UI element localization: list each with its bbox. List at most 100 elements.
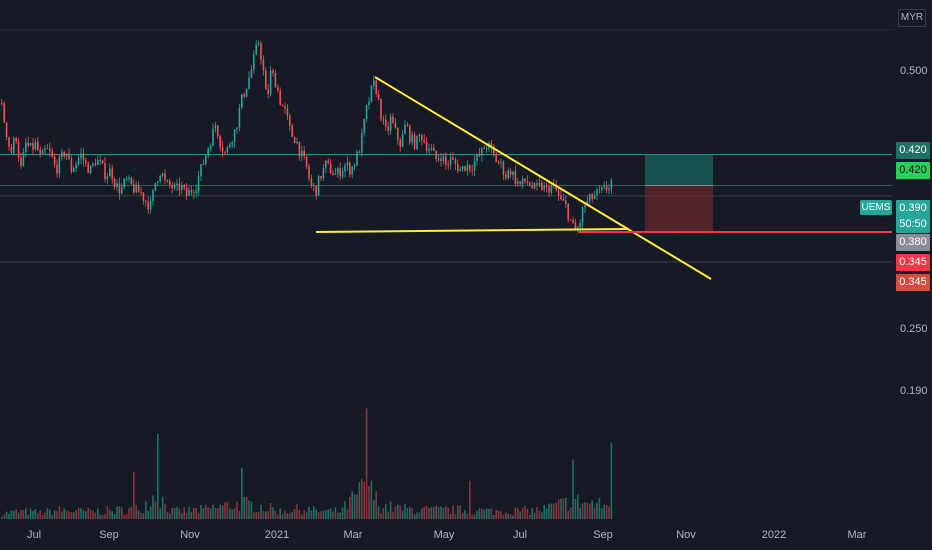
volume-bar <box>430 507 433 519</box>
candle-body <box>423 140 425 143</box>
candle-body <box>361 132 363 153</box>
volume-bar <box>166 512 169 519</box>
volume-bar <box>289 513 291 519</box>
volume-bar <box>68 511 70 519</box>
candle-body <box>473 160 476 171</box>
candle-body <box>565 200 567 204</box>
currency-label[interactable]: MYR <box>898 9 926 27</box>
candle-body <box>317 176 320 196</box>
candle-body <box>193 192 195 194</box>
volume-bar <box>490 508 493 519</box>
candle-body <box>51 150 53 157</box>
candle-body <box>236 127 238 130</box>
candle-body <box>183 184 185 188</box>
volume-bar <box>128 508 130 519</box>
volume-bar <box>577 494 579 519</box>
candle-body <box>327 160 329 163</box>
volume-bar <box>29 508 32 519</box>
candle-body <box>298 141 301 157</box>
volume-bar <box>293 508 296 519</box>
volume-bar <box>277 514 279 519</box>
volume-bar <box>94 512 97 519</box>
volume-bar <box>152 495 154 519</box>
volume-bar <box>65 510 68 519</box>
candle-body <box>500 161 502 163</box>
candle-body <box>209 145 212 149</box>
volume-bar <box>315 509 317 519</box>
volume-bar <box>478 508 481 519</box>
candle-body <box>365 105 368 120</box>
candle-body <box>233 129 236 143</box>
volume-bar <box>269 502 272 519</box>
volume-bar <box>473 514 476 519</box>
volume-bar <box>533 512 536 519</box>
risk-reward-zones[interactable] <box>645 154 713 232</box>
candle-body <box>253 54 255 70</box>
candle-body <box>68 153 70 160</box>
candle-body <box>377 94 380 99</box>
volume-bar <box>370 480 373 519</box>
candle-body <box>370 85 373 102</box>
volume-bar <box>34 509 37 519</box>
volume-bar <box>92 510 94 519</box>
candle-body <box>368 101 370 106</box>
candle-body <box>603 185 605 188</box>
volume-bar <box>382 507 385 519</box>
volume-bar <box>517 508 519 519</box>
volume-bar <box>394 506 397 519</box>
candle-body <box>176 183 178 186</box>
candle-body <box>5 122 8 138</box>
candle-body <box>483 148 485 150</box>
stop-price-tag-upper: 0.345 <box>896 254 930 271</box>
volume-bar <box>291 512 293 519</box>
volume-bar <box>485 508 488 519</box>
volume-bar <box>341 507 344 519</box>
volume-bar <box>233 508 236 519</box>
candle-body <box>279 90 281 105</box>
volume-bar <box>416 512 418 519</box>
volume-bar <box>445 506 447 519</box>
candle-body <box>27 142 29 146</box>
candle-body <box>610 179 613 189</box>
volume-bar <box>3 514 5 519</box>
candle-body <box>548 186 550 193</box>
candle-body <box>394 122 397 128</box>
candle-body <box>440 158 442 162</box>
volume-bar <box>284 510 286 519</box>
volume-bar <box>145 501 147 519</box>
candle-body <box>545 186 548 188</box>
candle-body <box>205 155 207 164</box>
volume-bar <box>205 504 207 519</box>
candle-body <box>149 201 152 210</box>
volume-bar <box>505 512 507 519</box>
volume-bar <box>135 504 137 519</box>
volume-bar <box>195 508 197 519</box>
candle-body <box>507 170 509 179</box>
candle-body <box>260 43 262 60</box>
candle-body <box>382 119 385 121</box>
drawings[interactable] <box>315 76 892 280</box>
volume-bar <box>387 511 389 519</box>
candle-body <box>601 187 603 190</box>
time-tick-label: Jul <box>26 529 42 541</box>
candle-body <box>387 126 389 131</box>
volume-bar <box>435 505 437 519</box>
candle-body <box>517 181 519 184</box>
candle-body <box>521 178 524 185</box>
candle-body <box>409 125 411 142</box>
candle-body <box>481 148 483 156</box>
volume-bar <box>214 507 217 519</box>
volume-bar <box>337 512 339 519</box>
volume-bar <box>351 491 353 519</box>
volume-bar <box>298 509 301 519</box>
candle-body <box>116 183 118 187</box>
volume-bar <box>236 501 238 519</box>
volume-bar <box>183 507 185 519</box>
candle-body <box>73 167 75 172</box>
candle-body <box>358 151 361 153</box>
volume-bar <box>56 511 58 519</box>
volume-bar <box>32 510 34 519</box>
volume-bar <box>238 511 241 519</box>
horizontal-levels <box>0 29 892 263</box>
